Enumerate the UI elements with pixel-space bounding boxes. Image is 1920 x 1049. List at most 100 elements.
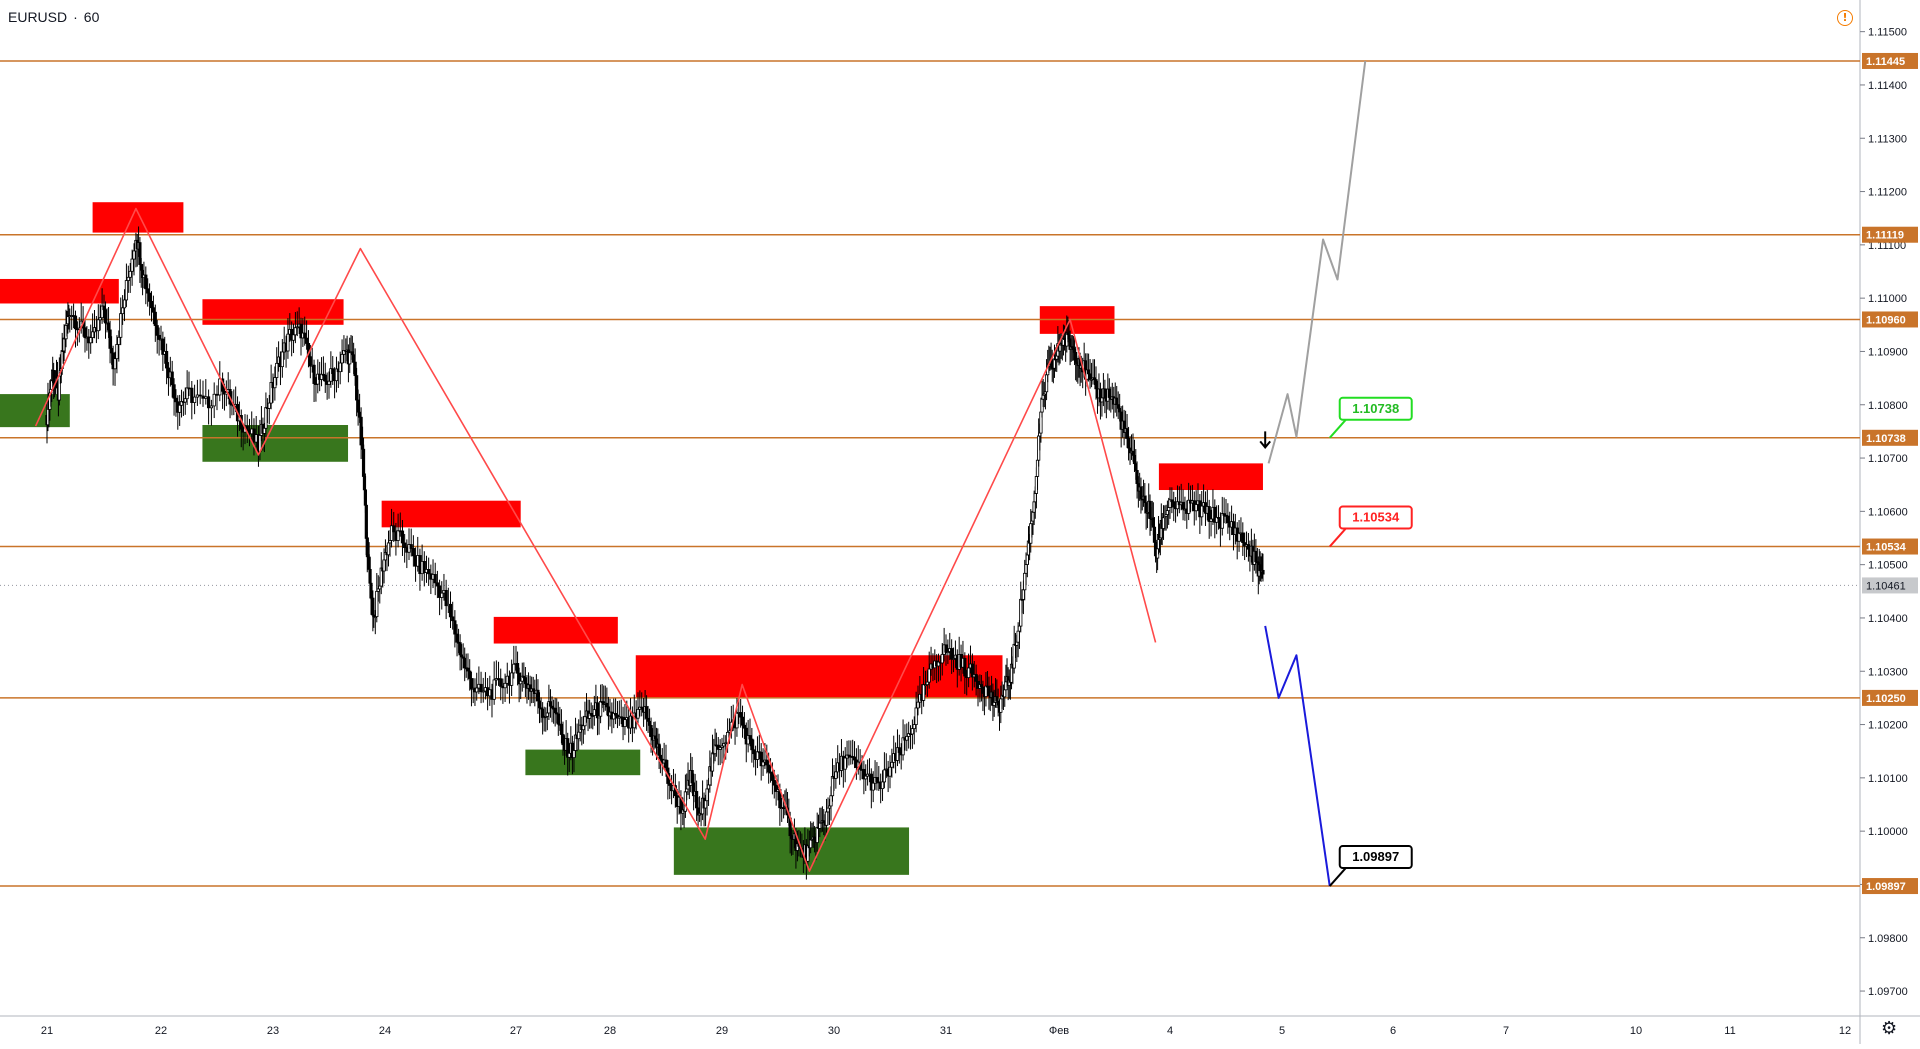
candle-body (724, 742, 728, 745)
current-price-tag-label: 1.10461 (1866, 580, 1906, 592)
candle-body (830, 776, 835, 797)
symbol-header[interactable]: EURUSD · 60 (8, 9, 105, 25)
candle-body (128, 270, 132, 278)
candle-body (312, 364, 316, 384)
candle-body (703, 800, 708, 809)
price-tick-label: 1.11100 (1868, 240, 1906, 252)
supply-zone (1158, 463, 1263, 491)
candle-body (201, 395, 205, 399)
candle-body (273, 377, 277, 389)
candle-body (100, 305, 104, 319)
candle-body (951, 658, 956, 660)
candle-body (352, 354, 356, 363)
candle-body (545, 712, 549, 717)
candle-body (427, 569, 431, 575)
level-price-tag[interactable] (1862, 878, 1918, 895)
candle-body (759, 751, 763, 767)
level-price-tag-label: 1.10960 (1866, 314, 1906, 326)
candle-body (581, 725, 585, 731)
candle-body (403, 542, 407, 548)
candle-body (1107, 388, 1111, 398)
candle-body (269, 382, 273, 404)
candle-body (453, 620, 457, 635)
price-axis[interactable]: 1.11500 1.11400 1.11300 1.11200 1.11100 1.110… (1860, 27, 1918, 998)
level-price-tag[interactable] (1862, 311, 1918, 328)
time-tick-label: 12 (1839, 1025, 1851, 1037)
alert-icon[interactable]: ! (1837, 10, 1853, 26)
candle-body (126, 276, 130, 281)
zones-layer (0, 202, 1263, 875)
level-price-tag-label: 1.10250 (1866, 693, 1906, 705)
callout-box[interactable] (1338, 845, 1413, 870)
candle-body (1116, 404, 1120, 409)
candle-body (623, 719, 627, 728)
current-price-tag[interactable] (1862, 577, 1918, 594)
candle-body (944, 644, 948, 653)
candle-body (389, 525, 394, 541)
candle-body (192, 396, 197, 403)
candle-body (209, 405, 213, 409)
candle-body (536, 689, 540, 702)
candle-body (740, 716, 745, 726)
candle-body (880, 781, 885, 790)
candle-body (299, 323, 303, 339)
candle-body (510, 672, 514, 686)
candle-body (826, 807, 830, 813)
candle-body (206, 396, 211, 409)
candle-body (897, 747, 901, 753)
level-price-tag[interactable] (1862, 52, 1918, 69)
candle-body (444, 589, 448, 607)
candle-body (170, 371, 174, 386)
level-price-tag-label: 1.10738 (1866, 433, 1906, 445)
gear-icon[interactable]: ⚙ (1881, 1018, 1898, 1039)
candle-body (824, 811, 829, 826)
candle-body (117, 336, 121, 345)
candle-body (198, 394, 202, 397)
candle-body (644, 706, 649, 719)
supply-zone (0, 278, 119, 304)
candle-body (592, 709, 596, 716)
candle-body (690, 770, 694, 784)
price-tick-label: 1.10400 (1868, 613, 1908, 625)
price-tick-label: 1.10800 (1868, 400, 1908, 412)
callout-box[interactable] (1338, 505, 1413, 530)
level-price-tag[interactable] (1862, 429, 1918, 446)
level-price-tag-label: 1.11445 (1866, 56, 1905, 68)
symbol-name[interactable]: EURUSD (8, 9, 68, 25)
level-price-tag[interactable] (1862, 226, 1918, 243)
candle-body (204, 396, 208, 399)
candle-body (512, 663, 516, 674)
level-price-tag[interactable] (1862, 538, 1918, 555)
candle-body (212, 393, 216, 407)
time-axis[interactable]: 21 22 23 24 27 28 29 30 31 Фев 4 5 6 7 10 11 12 (41, 1025, 1851, 1037)
levels-layer (0, 60, 1860, 887)
candle-body (742, 724, 747, 729)
candle-body (1126, 438, 1131, 449)
candle-body (334, 368, 339, 382)
candle-body (612, 713, 616, 720)
callout-box[interactable] (1338, 396, 1413, 421)
candle-body (185, 387, 189, 400)
candle-body (834, 771, 838, 779)
candle-body (548, 701, 553, 707)
demand-zone (525, 749, 641, 776)
time-tick-label: 29 (716, 1025, 728, 1037)
candle-body (843, 757, 847, 770)
candle-body (172, 384, 176, 399)
candle-body (1215, 517, 1219, 523)
candle-body (195, 394, 199, 398)
candle-body (1131, 450, 1135, 456)
candle-body (553, 707, 557, 714)
level-price-tag[interactable] (1862, 689, 1918, 706)
candle-body (559, 723, 564, 735)
candle-body (392, 525, 396, 533)
candle-body (668, 783, 672, 786)
candle-body (767, 764, 771, 773)
interval-label[interactable]: 60 (83, 9, 100, 25)
candle-body (98, 317, 102, 321)
candle-body (358, 411, 362, 418)
candle-body (409, 544, 413, 549)
candle-body (735, 712, 739, 729)
